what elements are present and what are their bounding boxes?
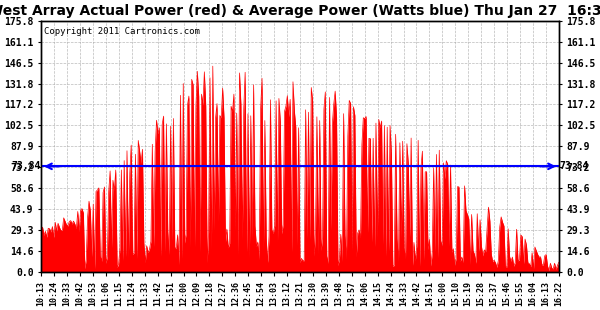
Text: 73.84: 73.84	[11, 161, 41, 171]
Title: West Array Actual Power (red) & Average Power (Watts blue) Thu Jan 27  16:33: West Array Actual Power (red) & Average …	[0, 4, 600, 18]
Text: 73.84: 73.84	[559, 161, 589, 171]
Text: Copyright 2011 Cartronics.com: Copyright 2011 Cartronics.com	[44, 27, 200, 36]
